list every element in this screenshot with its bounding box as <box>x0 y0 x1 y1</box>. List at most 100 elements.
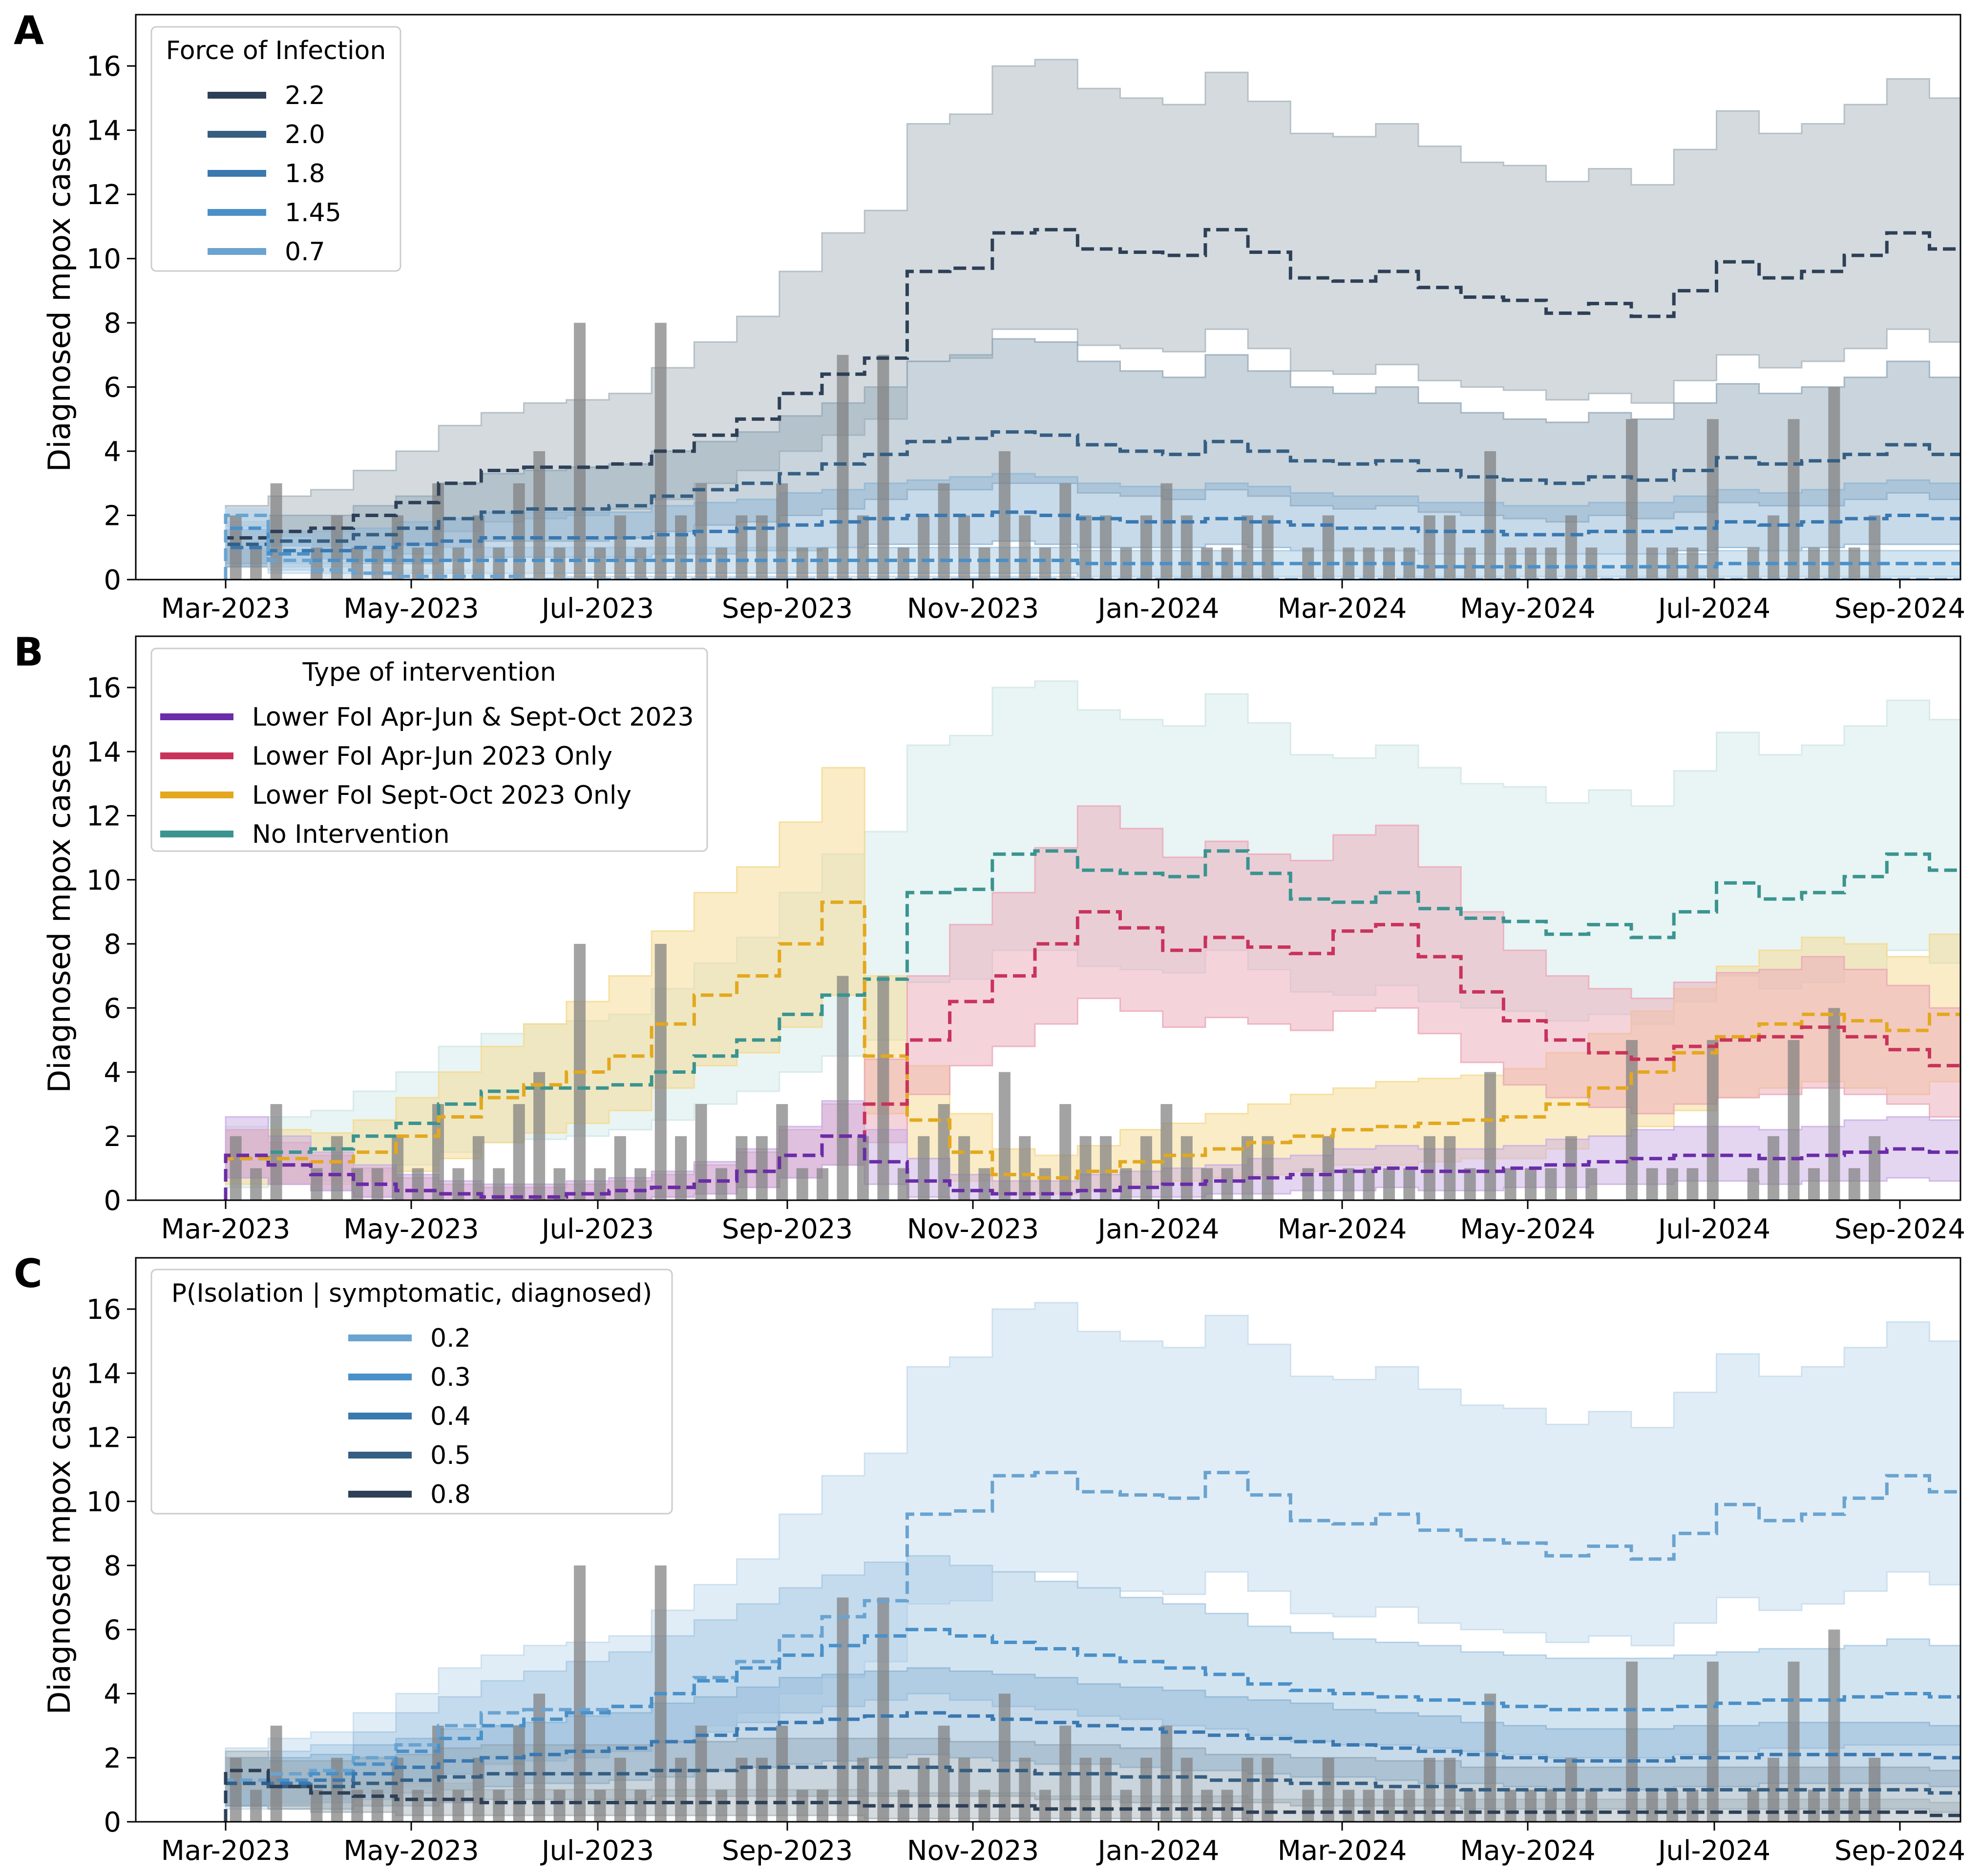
x-tick-label: Sep-2023 <box>722 593 853 625</box>
x-tick-label: Jul-2024 <box>1657 1213 1770 1245</box>
y-tick-label: 4 <box>104 1057 121 1089</box>
x-tick-label: Jan-2024 <box>1096 593 1219 625</box>
observed-bar <box>736 515 748 580</box>
legend-title: Force of Infection <box>166 36 386 65</box>
observed-bar <box>452 547 464 580</box>
observed-bar <box>817 1790 829 1822</box>
observed-bar <box>553 1168 566 1200</box>
y-tick-label: 10 <box>86 1486 121 1518</box>
observed-bar <box>776 1104 788 1200</box>
x-tick-label: Jan-2024 <box>1096 1835 1219 1867</box>
y-tick-label: 4 <box>104 436 121 468</box>
observed-bar <box>1180 515 1193 580</box>
x-tick-label: Jan-2024 <box>1096 1213 1219 1245</box>
observed-bar <box>1848 1168 1860 1200</box>
observed-bar <box>1423 1136 1435 1200</box>
y-tick-label: 6 <box>104 993 121 1024</box>
legend-entry-label: 0.3 <box>430 1363 471 1392</box>
observed-bar <box>331 1136 343 1200</box>
observed-bar <box>1788 419 1800 580</box>
legend-title: Type of intervention <box>302 658 556 687</box>
observed-bar <box>1444 1136 1456 1200</box>
legend-entry-label: 2.0 <box>285 120 325 149</box>
observed-bar <box>897 547 909 580</box>
observed-bar <box>1019 515 1031 580</box>
x-tick-label: Nov-2023 <box>907 1213 1039 1245</box>
observed-bar <box>574 323 586 580</box>
observed-bar <box>1484 451 1496 580</box>
observed-bar <box>1059 483 1072 580</box>
observed-bar <box>716 1168 727 1200</box>
y-tick-label: 2 <box>104 500 121 532</box>
observed-bar <box>594 1790 606 1822</box>
observed-bar <box>533 451 546 580</box>
observed-bar <box>472 515 484 580</box>
y-axis-label: Diagnosed mpox cases <box>42 743 77 1093</box>
series-line-2.0 <box>224 430 1960 580</box>
x-tick-label: Sep-2024 <box>1834 593 1965 625</box>
observed-bar <box>1747 1168 1759 1200</box>
observed-bar <box>857 1136 869 1200</box>
x-tick-label: May-2024 <box>1460 1835 1596 1867</box>
observed-bar <box>716 547 727 580</box>
observed-bar <box>1180 1136 1193 1200</box>
observed-bar <box>1525 1168 1537 1200</box>
y-tick-label: 8 <box>104 1550 121 1582</box>
x-tick-label: Nov-2023 <box>907 593 1039 625</box>
observed-bar <box>1322 1136 1334 1200</box>
observed-bar <box>877 354 889 580</box>
observed-bar <box>1140 1136 1152 1200</box>
observed-bar <box>614 515 626 580</box>
x-tick-label: May-2023 <box>343 1835 479 1867</box>
x-tick-label: Mar-2024 <box>1278 1213 1407 1245</box>
legend-entry-label: 0.8 <box>430 1480 471 1509</box>
x-tick-label: Jul-2023 <box>540 1835 654 1867</box>
observed-bar <box>1869 1136 1881 1200</box>
legend-box <box>150 1269 673 1515</box>
axes-frame <box>135 14 1961 581</box>
observed-bar <box>1363 1168 1375 1200</box>
x-tick-label: Jul-2023 <box>540 593 654 625</box>
panel-label: B <box>14 629 43 675</box>
legend-entry-label: 0.4 <box>430 1402 471 1431</box>
observed-bar <box>533 1693 546 1822</box>
legend-entry-label: 0.2 <box>430 1324 471 1353</box>
observed-bar <box>877 1597 889 1822</box>
y-tick-label: 0 <box>104 564 121 596</box>
observed-bar <box>877 976 889 1200</box>
series-line-0.2 <box>224 1471 1960 1822</box>
series-line-0.8 <box>224 1769 1960 1822</box>
observed-bar <box>1545 1790 1557 1822</box>
series-line-1.8 <box>224 510 1960 580</box>
observed-bar <box>1525 547 1537 580</box>
observed-bar <box>1747 1790 1759 1822</box>
x-tick-label: Jul-2024 <box>1657 1835 1770 1867</box>
y-tick-label: 8 <box>104 929 121 960</box>
observed-bar <box>472 1136 484 1200</box>
observed-bar <box>1666 1168 1678 1200</box>
observed-bar <box>837 1597 849 1822</box>
observed-bar <box>574 1565 586 1822</box>
observed-bar <box>1504 1168 1517 1200</box>
observed-bar <box>1059 1104 1072 1200</box>
observed-bar <box>1686 1790 1699 1822</box>
observed-bar <box>472 1757 484 1822</box>
x-tick-label: May-2024 <box>1460 593 1596 625</box>
observed-bar <box>675 515 687 580</box>
observed-bar <box>1525 1790 1537 1822</box>
x-tick-label: Jul-2023 <box>540 1213 654 1245</box>
series-line-2.2 <box>224 228 1960 580</box>
observed-bar <box>1079 515 1092 580</box>
panel-b: 0 2 4 6 8 10 12 14 16 Mar-2023 May-2023 Jul-2023 Sep… <box>14 629 1965 1245</box>
observed-bar <box>1626 1661 1638 1822</box>
y-axis-label: Diagnosed mpox cases <box>42 122 77 472</box>
observed-bar <box>1100 515 1112 580</box>
x-tick-label: Sep-2024 <box>1834 1213 1965 1245</box>
observed-bar <box>1383 1168 1395 1200</box>
y-tick-label: 16 <box>86 672 121 704</box>
y-tick-label: 2 <box>104 1743 121 1774</box>
observed-bar <box>918 1136 930 1200</box>
observed-bar <box>1768 1136 1780 1200</box>
y-tick-label: 12 <box>86 1422 121 1454</box>
x-tick-label: Mar-2023 <box>161 1835 291 1867</box>
